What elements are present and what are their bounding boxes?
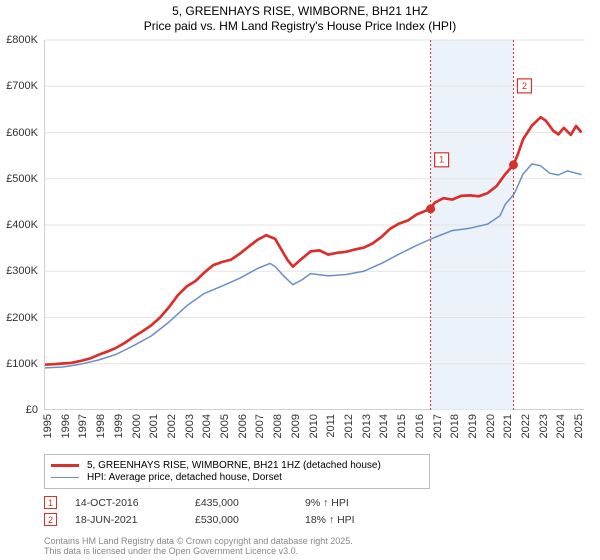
event-diff: 18% ↑ HPI: [305, 514, 391, 526]
event-marker-1: 1: [44, 496, 57, 509]
chart-title-line1: 5, GREENHAYS RISE, WIMBORNE, BH21 1HZ: [0, 4, 600, 18]
y-tick-label: £200K: [6, 312, 38, 324]
y-tick-label: £600K: [6, 127, 38, 139]
x-tick-label: 2019: [467, 414, 479, 438]
y-tick-label: £100K: [6, 358, 38, 370]
event-row: 1 14-OCT-2016 £435,000 9% ↑ HPI: [44, 496, 391, 509]
x-tick-label: 2012: [343, 414, 355, 438]
x-tick-label: 2022: [520, 414, 532, 438]
x-tick-label: 2024: [555, 414, 567, 438]
x-tick-label: 2008: [272, 414, 284, 438]
title-block: 5, GREENHAYS RISE, WIMBORNE, BH21 1HZ Pr…: [0, 0, 600, 33]
svg-text:1: 1: [439, 155, 444, 165]
x-tick-label: 1997: [77, 414, 89, 438]
x-tick-label: 2025: [573, 414, 585, 438]
x-tick-label: 2017: [432, 414, 444, 438]
x-tick-label: 2014: [378, 414, 390, 438]
event-date: 18-JUN-2021: [75, 514, 177, 526]
legend: 5, GREENHAYS RISE, WIMBORNE, BH21 1HZ (d…: [44, 454, 430, 489]
x-tick-label: 2013: [361, 414, 373, 438]
x-tick-label: 1998: [95, 414, 107, 438]
footnote-line1: Contains HM Land Registry data © Crown c…: [44, 536, 353, 546]
x-tick-label: 2023: [538, 414, 550, 438]
y-tick-label: £300K: [6, 265, 38, 277]
event-diff: 9% ↑ HPI: [305, 497, 391, 509]
x-tick-label: 2003: [184, 414, 196, 438]
x-tick-label: 2010: [308, 414, 320, 438]
legend-row-hpi: HPI: Average price, detached house, Dors…: [51, 472, 423, 483]
plot-area: 12: [44, 40, 584, 410]
x-tick-label: 2000: [131, 414, 143, 438]
y-tick-label: £400K: [6, 219, 38, 231]
x-tick-label: 1999: [113, 414, 125, 438]
x-tick-label: 2016: [414, 414, 426, 438]
legend-label-hpi: HPI: Average price, detached house, Dors…: [87, 472, 282, 483]
x-tick-label: 1996: [60, 414, 72, 438]
x-tick-label: 1995: [42, 414, 54, 438]
x-tick-label: 2007: [254, 414, 266, 438]
x-tick-label: 2011: [325, 414, 337, 438]
x-tick-label: 2004: [201, 414, 213, 438]
x-tick-label: 2006: [237, 414, 249, 438]
x-tick-label: 2001: [148, 414, 160, 438]
x-tick-label: 2018: [449, 414, 461, 438]
legend-swatch-red: [51, 464, 79, 467]
x-tick-label: 2009: [290, 414, 302, 438]
y-axis-labels: £0£100K£200K£300K£400K£500K£600K£700K£80…: [0, 40, 42, 410]
legend-label-price-paid: 5, GREENHAYS RISE, WIMBORNE, BH21 1HZ (d…: [87, 460, 381, 471]
x-tick-label: 2002: [166, 414, 178, 438]
y-tick-label: £700K: [6, 80, 38, 92]
legend-row-price-paid: 5, GREENHAYS RISE, WIMBORNE, BH21 1HZ (d…: [51, 460, 423, 471]
x-tick-label: 2020: [485, 414, 497, 438]
footnote: Contains HM Land Registry data © Crown c…: [44, 536, 353, 557]
event-price: £530,000: [195, 514, 287, 526]
event-price: £435,000: [195, 497, 287, 509]
chart-svg: 12: [45, 40, 584, 409]
x-tick-label: 2015: [396, 414, 408, 438]
x-tick-label: 2021: [502, 414, 514, 438]
y-tick-label: £0: [26, 404, 38, 416]
y-tick-label: £800K: [6, 34, 38, 46]
svg-text:2: 2: [522, 81, 527, 91]
chart-container: 5, GREENHAYS RISE, WIMBORNE, BH21 1HZ Pr…: [0, 0, 600, 560]
event-marker-2: 2: [44, 513, 57, 526]
event-row: 2 18-JUN-2021 £530,000 18% ↑ HPI: [44, 513, 391, 526]
legend-swatch-blue: [51, 477, 79, 478]
footnote-line2: This data is licensed under the Open Gov…: [44, 546, 353, 556]
x-axis-labels: 1995 1996 1997 1998 1999 2000 2001 2002 2003 2004…: [44, 412, 584, 452]
event-date: 14-OCT-2016: [75, 497, 177, 509]
events-table: 1 14-OCT-2016 £435,000 9% ↑ HPI 2 18-JUN…: [44, 496, 391, 530]
x-tick-label: 2005: [219, 414, 231, 438]
chart-title-line2: Price paid vs. HM Land Registry's House …: [0, 19, 600, 33]
y-tick-label: £500K: [6, 173, 38, 185]
